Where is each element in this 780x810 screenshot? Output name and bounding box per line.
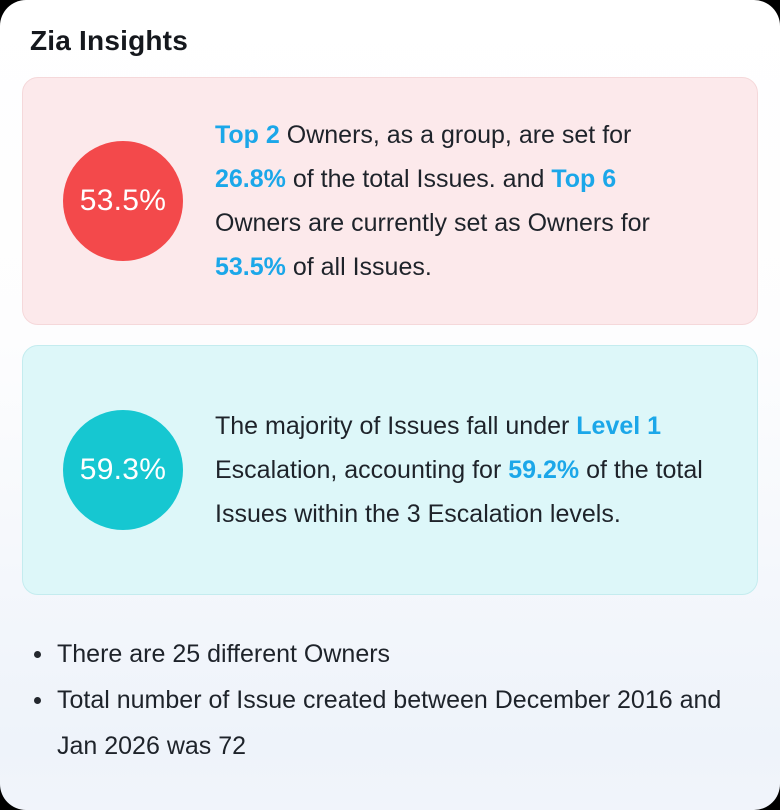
percentage-circle-owners: 53.5% [63,141,183,261]
insight-card-owners: 53.5% Top 2 Owners, as a group, are set … [22,77,758,325]
bullet-dot [34,697,41,704]
page-title: Zia Insights [30,25,188,56]
percentage-value: 53.5% [79,184,167,217]
summary-list: There are 25 different Owners Total numb… [30,631,750,769]
percentage-value: 59.3% [79,453,167,486]
insight-card-escalation: 59.3% The majority of Issues fall under … [22,345,758,595]
insight-text-owners: Top 2 Owners, as a group, are set for 26… [215,121,650,281]
percentage-circle-escalation: 59.3% [63,410,183,530]
list-item: Total number of Issue created between De… [30,677,750,769]
insight-text-escalation: The majority of Issues fall under Level … [215,412,703,528]
list-item-text: Total number of Issue created between De… [57,686,722,760]
bullet-dot [34,651,41,658]
list-item: There are 25 different Owners [30,631,750,677]
list-item-text: There are 25 different Owners [57,640,391,668]
